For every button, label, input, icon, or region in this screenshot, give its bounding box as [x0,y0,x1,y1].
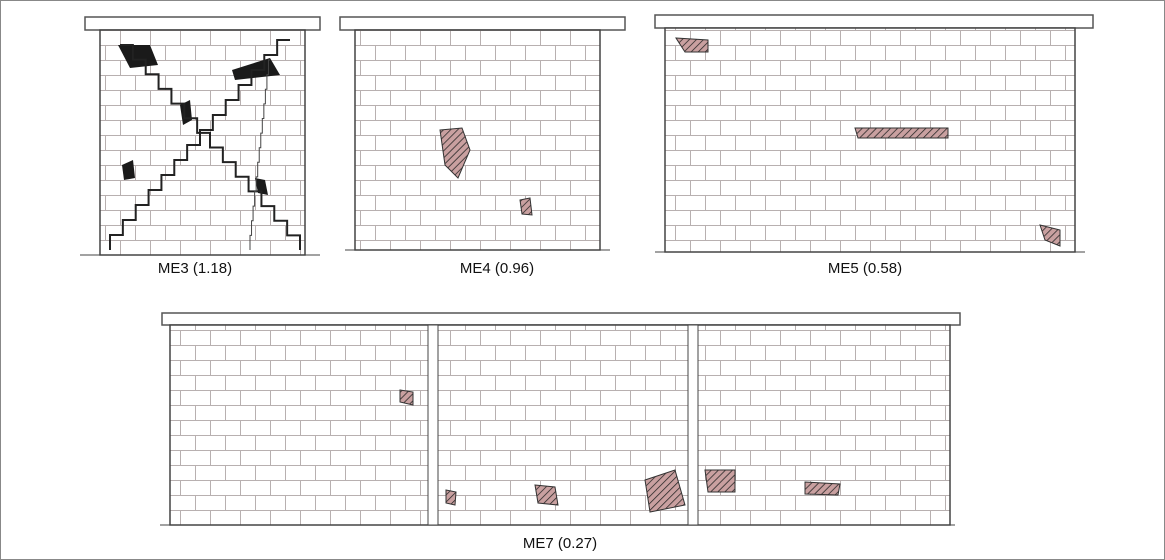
drawing [427,324,439,526]
wall-me4 [339,16,626,251]
crack [109,39,290,250]
drawing [687,324,699,526]
crack [249,59,270,250]
drawing [339,16,626,31]
drawing [445,489,457,506]
drawing [854,127,949,139]
drawing [664,27,1076,253]
drawing [354,29,601,251]
drawing [644,469,686,513]
figure-label: ME3 (1.18) [158,260,232,277]
drawing [118,45,158,68]
figure-label: ME5 (0.58) [828,260,902,277]
drawing [704,469,736,493]
drawing [519,197,533,216]
drawing [534,484,559,506]
drawing [161,312,961,326]
crack [120,44,301,250]
drawing [122,160,135,180]
drawing [675,37,709,53]
drawing [654,14,1094,29]
figure-label: ME4 (0.96) [460,260,534,277]
wall-me7 [160,312,961,526]
figure-label: ME7 (0.27) [523,535,597,552]
wall-me5 [654,14,1094,253]
drawing [804,481,841,496]
drawing [399,389,414,406]
drawing [84,16,321,31]
drawing [439,127,471,179]
drawing [1039,224,1061,247]
